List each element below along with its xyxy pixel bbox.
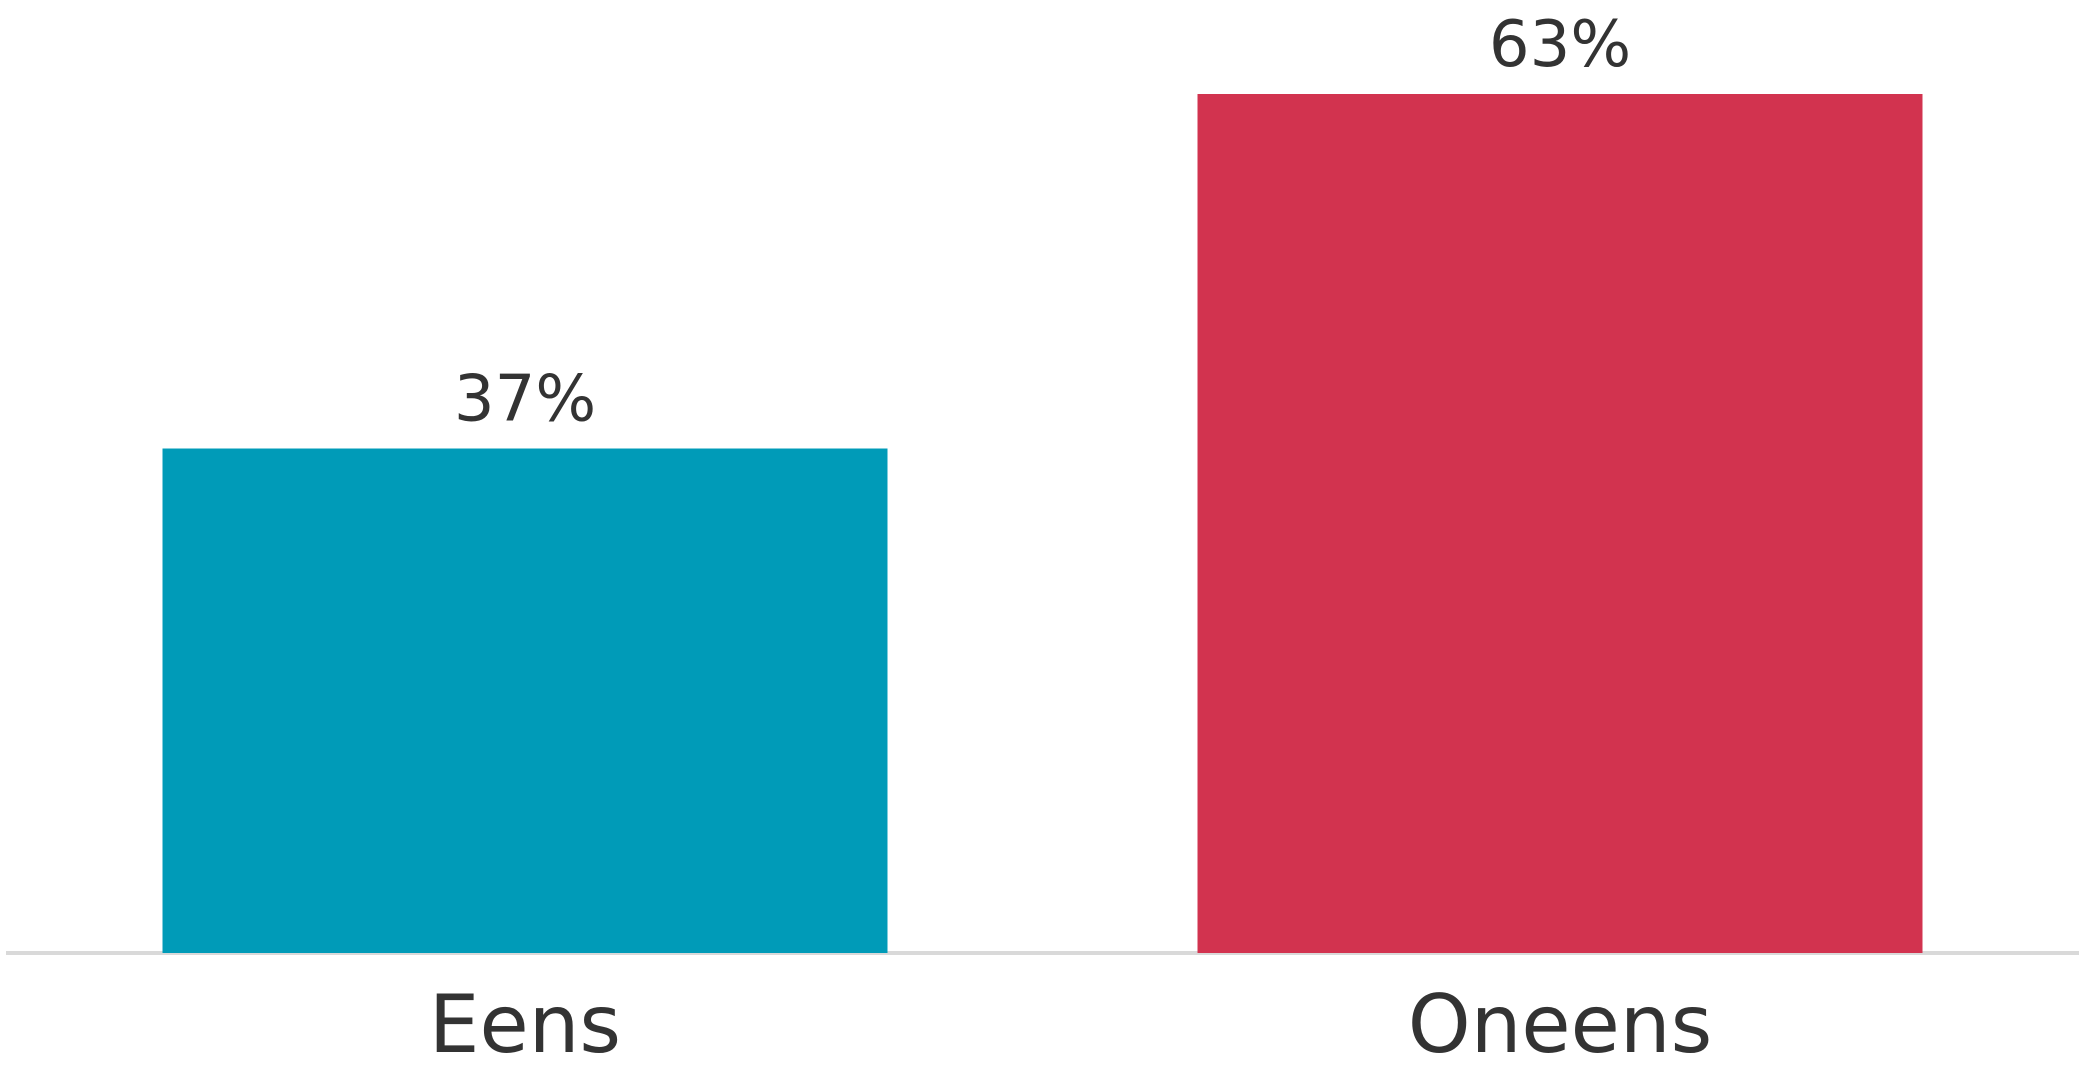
x-tick-label-oneens: Oneens [1408, 978, 1713, 1071]
bar-value-label-oneens: 63% [1489, 8, 1631, 82]
bar-eens [162, 448, 888, 953]
bar-oneens [1197, 94, 1923, 953]
bar-value-label-eens: 37% [454, 363, 596, 437]
x-tick-label-eens: Eens [429, 978, 621, 1071]
